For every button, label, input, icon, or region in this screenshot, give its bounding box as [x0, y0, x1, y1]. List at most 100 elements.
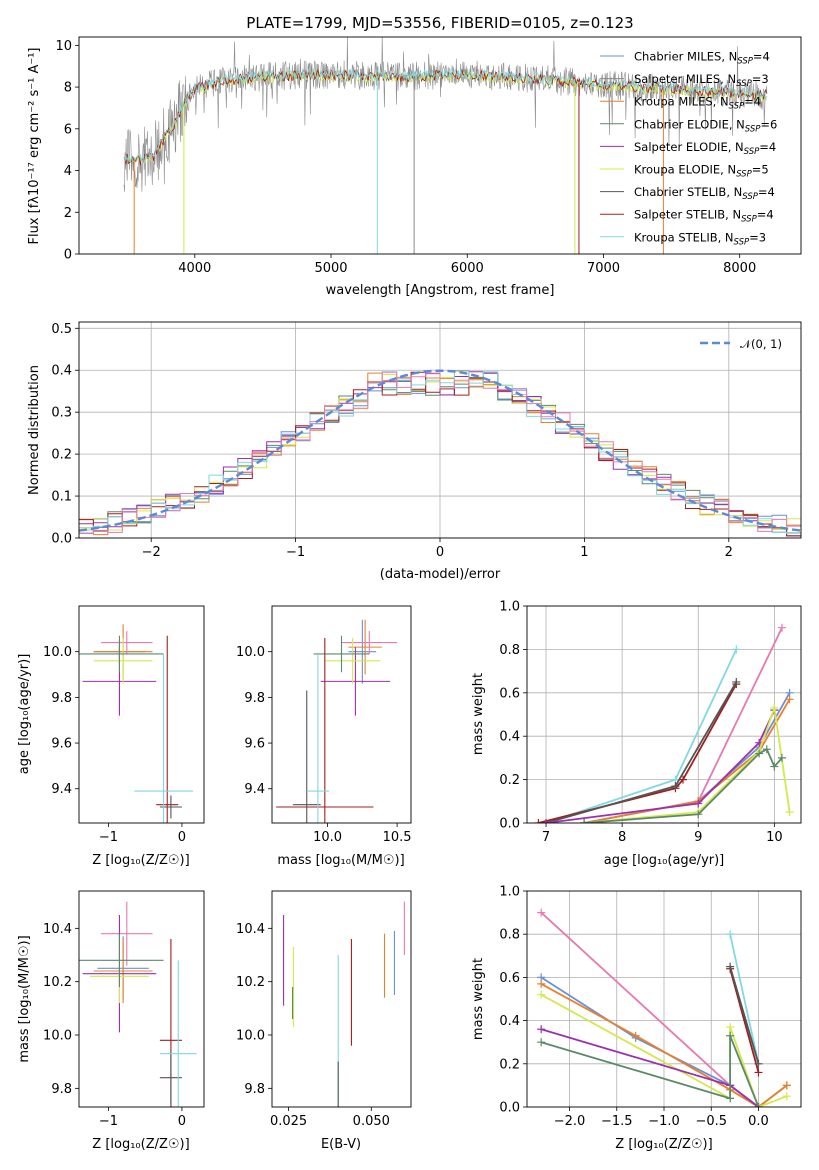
x-axis-label: Z [log₁₀(Z/Z☉)] — [615, 1137, 712, 1152]
mass-weight-marker — [580, 819, 589, 823]
mass-z-panel: −1 0 9.8 10.0 10.2 10.4 Z [log₁₀(Z/Z☉)] mass [l… — [17, 890, 205, 1152]
mass-ebv-panel: 0.025 0.050 9.8 10.0 10.2 10.4 E(B-V) — [236, 890, 412, 1152]
legend-entry: Chabrier ELODIE, NSSP=6 — [634, 117, 777, 134]
x-tick-label: 0 — [436, 545, 444, 560]
y-tick-label: 9.8 — [244, 691, 265, 706]
legend-sub: SSP — [744, 147, 760, 157]
x-tick-label: 7000 — [587, 261, 620, 276]
mass-weight-line — [540, 1035, 760, 1107]
legend-text: Chabrier ELODIE, N — [634, 117, 745, 131]
mass-weight-marker — [762, 745, 771, 754]
y-tick-label: 0.4 — [499, 1014, 520, 1029]
axes-frame — [271, 890, 412, 1108]
mass-weight-marker — [537, 1038, 546, 1047]
legend-sub: SSP — [734, 237, 750, 247]
mass-weight-marker — [726, 930, 735, 939]
legend-text: Chabrier STELIB, N — [634, 185, 742, 199]
y-tick-label: 0.8 — [499, 928, 520, 943]
y-tick-label: 0.2 — [499, 773, 520, 788]
y-tick-label: 9.4 — [244, 782, 265, 797]
gaussian-curve — [79, 369, 801, 532]
legend-entry: Chabrier STELIB, NSSP=4 — [634, 185, 775, 202]
axes-frame — [78, 890, 205, 1108]
mw-z-plot-area — [527, 891, 801, 1107]
axes-frame — [526, 605, 802, 824]
mass-weight-line — [729, 934, 760, 1064]
x-tick-label: −1.0 — [648, 1114, 680, 1129]
y-tick-label: 0.2 — [51, 448, 72, 463]
y-tick-label: 9.8 — [51, 1082, 72, 1097]
x-tick-label: 2 — [725, 545, 733, 560]
mass-weight-marker — [726, 962, 735, 971]
mass-weight-line — [545, 709, 776, 823]
y-axis-label: mass weight — [471, 958, 486, 1040]
y-tick-label: 0.0 — [51, 532, 72, 547]
axes-frame — [271, 605, 412, 824]
legend-entry: Kroupa ELODIE, NSSP=5 — [634, 163, 769, 180]
legend-sub: SSP — [741, 215, 757, 225]
y-tick-label: 2 — [64, 206, 72, 221]
x-tick-label: −0.5 — [695, 1114, 727, 1129]
legend-text: Salpeter STELIB, N — [634, 208, 741, 222]
mass-weight-marker — [770, 703, 779, 712]
y-tick-label: 10.4 — [43, 922, 72, 937]
y-tick-label: 8 — [64, 81, 72, 96]
legend-sub: SSP — [745, 124, 761, 134]
residual-panel: −2 −1 0 1 2 0.0 0.1 0.2 0.3 0.4 0.5 𝒩(0, 1) (data-mo… — [27, 321, 802, 582]
residual-plot-area — [79, 322, 801, 538]
legend-text: Chabrier MILES, N — [634, 50, 737, 64]
mass-weight-marker — [726, 1023, 735, 1032]
x-axis-label: Z [log₁₀(Z/Z☉)] — [92, 853, 189, 868]
x-tick-label: 0.050 — [353, 1114, 390, 1129]
x-tick-label: 9 — [694, 830, 702, 845]
mass-weight-marker — [537, 1025, 546, 1034]
y-tick-label: 10 — [55, 39, 72, 54]
x-tick-label: 0 — [178, 830, 186, 845]
mass-weight-marker — [726, 1031, 735, 1040]
mass-weight-marker — [777, 753, 786, 762]
y-axis-label: mass [log₁₀(M/M☉)] — [17, 935, 32, 1062]
legend-tail: =6 — [760, 117, 777, 131]
mass-weight-marker — [732, 645, 741, 654]
y-tick-label: 0 — [64, 248, 72, 263]
y-tick-label: 10.0 — [236, 1029, 265, 1044]
mass-weight-marker — [782, 1092, 791, 1101]
legend-text: Kroupa STELIB, N — [634, 230, 734, 244]
y-tick-label: 0.4 — [499, 730, 520, 745]
mass-ebv-plot-area — [283, 901, 405, 1107]
mass-weight-marker — [770, 762, 779, 771]
mass-weight-line — [540, 911, 760, 1107]
y-tick-label: 6 — [64, 122, 72, 137]
x-axis-label: age [log₁₀(age/yr)] — [604, 853, 725, 868]
y-tick-label: 1.0 — [499, 885, 520, 900]
y-tick-label: 0.6 — [499, 971, 520, 986]
mass-weight-marker — [631, 1031, 640, 1040]
x-axis-label: (data-model)/error — [380, 567, 501, 582]
mass-weight-marker — [754, 1068, 763, 1077]
mass-weight-marker — [694, 810, 703, 819]
spectrum-panel: 4000 5000 6000 7000 8000 0 2 4 6 8 10 Chabrier MILE… — [27, 36, 802, 298]
figure-title: PLATE=1799, MJD=53556, FIBERID=0105, z=0… — [246, 14, 633, 32]
x-tick-label: −1.5 — [601, 1114, 633, 1129]
y-tick-label: 0.0 — [499, 1101, 520, 1116]
mass-weight-line — [538, 683, 738, 823]
mass-weight-marker — [755, 749, 764, 758]
mass-weight-marker — [754, 1103, 763, 1107]
x-tick-label: −2 — [142, 545, 161, 560]
y-tick-label: 9.4 — [51, 782, 72, 797]
mass-weight-marker — [534, 819, 543, 823]
y-tick-label: 10.4 — [236, 922, 265, 937]
x-tick-label: −1 — [99, 830, 118, 845]
axes-frame — [526, 890, 802, 1108]
mass-weight-marker — [671, 782, 680, 791]
x-tick-label: 8 — [618, 830, 626, 845]
legend-tail: =4 — [757, 208, 774, 222]
mass-weight-marker — [537, 908, 546, 917]
legend-sub: SSP — [742, 192, 758, 202]
spectrum-model-line — [123, 68, 768, 166]
mass-weight-line — [729, 968, 760, 1073]
legend-text: Kroupa ELODIE, N — [634, 163, 736, 177]
mass-weight-marker — [537, 990, 546, 999]
